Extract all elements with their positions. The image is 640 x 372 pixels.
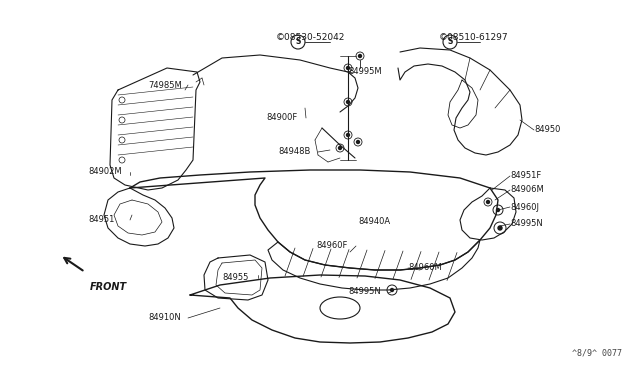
Text: 84995N: 84995N [510, 219, 543, 228]
Circle shape [346, 100, 349, 103]
Circle shape [358, 55, 362, 58]
Text: ^8/9^ 0077: ^8/9^ 0077 [572, 349, 622, 358]
Circle shape [498, 226, 502, 230]
Circle shape [346, 67, 349, 70]
Text: 84960J: 84960J [510, 202, 539, 212]
Text: 84960F: 84960F [316, 241, 348, 250]
Circle shape [497, 208, 499, 212]
Text: 84950: 84950 [534, 125, 561, 135]
Text: S: S [295, 38, 301, 46]
Circle shape [356, 141, 360, 144]
Circle shape [390, 289, 394, 292]
Circle shape [339, 147, 342, 150]
Circle shape [346, 134, 349, 137]
Text: ©08510-61297: ©08510-61297 [439, 33, 509, 42]
Text: 74985M: 74985M [148, 80, 182, 90]
Text: 84951F: 84951F [510, 171, 541, 180]
Text: 84951: 84951 [88, 215, 115, 224]
Text: 84948B: 84948B [278, 148, 310, 157]
Text: 84955: 84955 [222, 273, 248, 282]
Circle shape [486, 201, 490, 203]
Text: 84900F: 84900F [266, 113, 297, 122]
Text: 84960M: 84960M [408, 263, 442, 273]
Text: 84902M: 84902M [88, 167, 122, 176]
Text: 84995N: 84995N [348, 288, 381, 296]
Text: 84906M: 84906M [510, 186, 544, 195]
Text: 84940A: 84940A [358, 218, 390, 227]
Text: FRONT: FRONT [90, 282, 127, 292]
Text: 84910N: 84910N [148, 314, 180, 323]
Text: 84995M: 84995M [348, 67, 381, 77]
Text: ©08530-52042: ©08530-52042 [275, 33, 345, 42]
Text: S: S [447, 38, 452, 46]
